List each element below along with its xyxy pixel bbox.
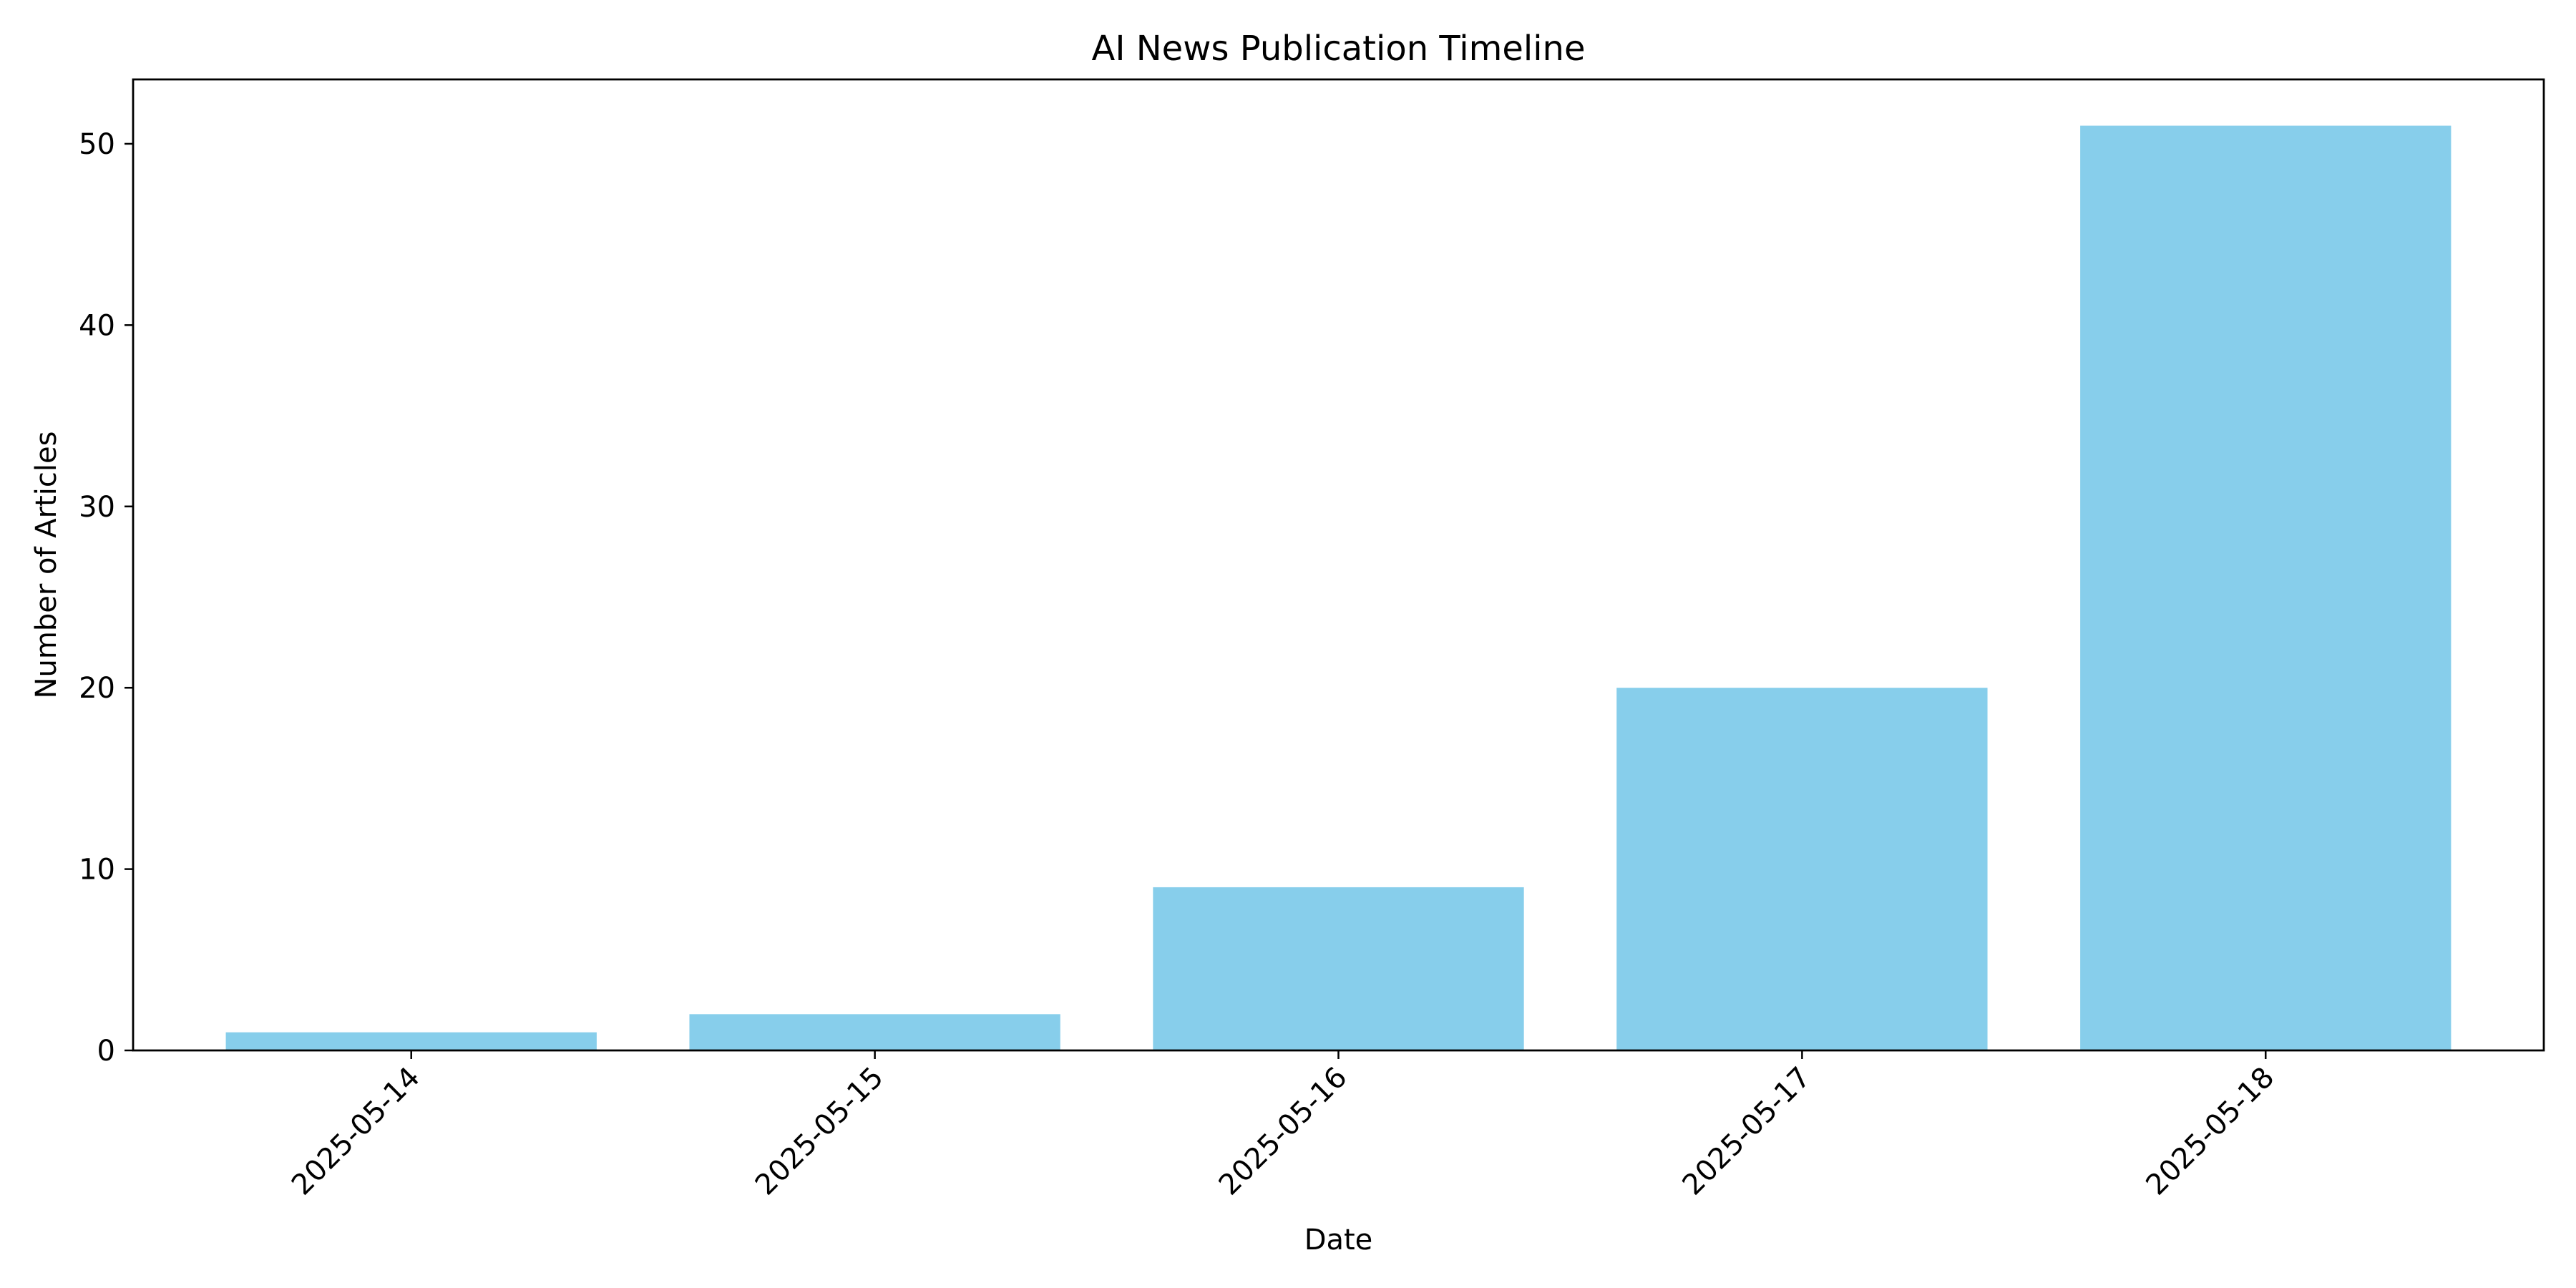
bar bbox=[2080, 125, 2451, 1051]
x-axis-label: Date bbox=[1304, 1224, 1373, 1257]
y-axis: 0 10 20 30 40 50 bbox=[79, 128, 133, 1068]
bar bbox=[225, 1032, 597, 1050]
y-tick-label: 30 bbox=[79, 491, 115, 524]
y-axis-label: Number of Articles bbox=[30, 431, 63, 699]
bar bbox=[1616, 688, 1988, 1050]
plot-frame bbox=[132, 78, 2545, 1052]
chart-title: AI News Publication Timeline bbox=[1092, 29, 1586, 69]
bar bbox=[689, 1014, 1060, 1050]
y-tick-label: 40 bbox=[79, 309, 115, 342]
y-tick-label: 0 bbox=[97, 1035, 115, 1068]
bar bbox=[1153, 887, 1524, 1050]
y-tick-label: 20 bbox=[79, 672, 115, 705]
bars-layer bbox=[225, 125, 2451, 1051]
y-tick-label: 50 bbox=[79, 128, 115, 161]
y-tick-label: 10 bbox=[79, 854, 115, 887]
